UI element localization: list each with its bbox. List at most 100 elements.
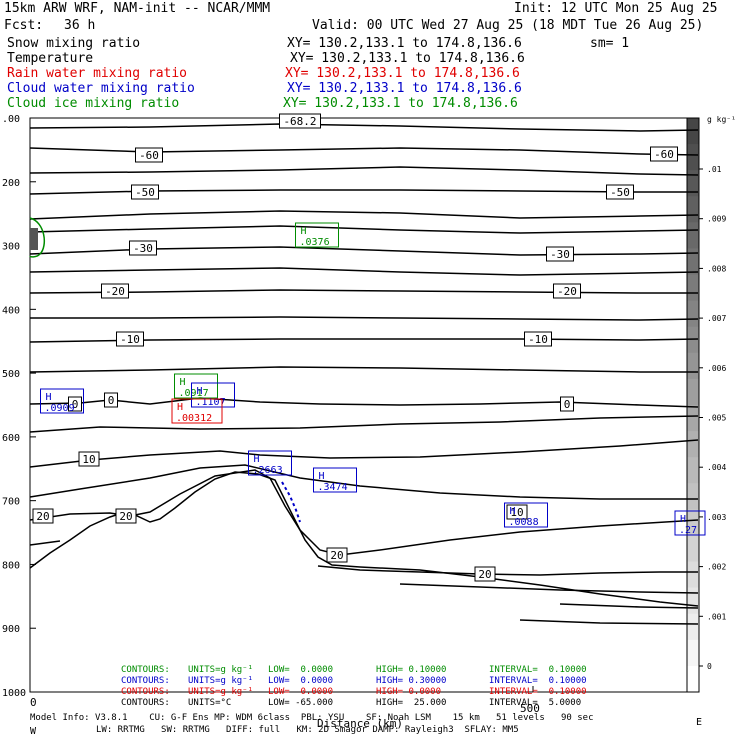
extrema-box <box>171 398 223 424</box>
field-xy-snow: XY= 130.2,133.1 to 174.8,136.6 <box>287 36 522 51</box>
colorbar-frame <box>686 117 700 693</box>
field-xy-rain: XY= 130.2,133.1 to 174.8,136.6 <box>285 66 520 81</box>
contour-label-20: 20 <box>330 549 343 562</box>
contour-neg50 <box>29 189 698 195</box>
extrema-value: .0088 <box>509 517 539 528</box>
colorbar-swatch <box>687 222 699 249</box>
x-end-label-west: W <box>30 726 37 737</box>
x-tick-label: 0 <box>30 696 37 709</box>
extrema-value: .2663 <box>253 465 283 476</box>
extrema-kind: H <box>254 454 260 465</box>
colorbar-label: .009 <box>707 215 726 224</box>
legend-interval: INTERVAL= 0.10000 <box>489 665 587 675</box>
contour-label-10: 10 <box>82 453 95 466</box>
legend-high: HIGH= 25.000 <box>376 698 447 708</box>
colorbar-unit: g kg⁻¹ <box>707 115 736 124</box>
field-xy-cloud-ice: XY= 130.2,133.1 to 174.8,136.6 <box>283 96 518 111</box>
legend-label: CONTOURS: <box>121 687 170 697</box>
extrema-value: .0376 <box>300 237 330 248</box>
colorbar-swatch <box>687 561 699 589</box>
contour-25 <box>29 540 61 546</box>
y-tick-label: 200 <box>2 178 20 189</box>
contour-0 <box>29 397 699 408</box>
colorbar-label: .01 <box>707 165 722 174</box>
cloud-water-streak <box>281 481 301 523</box>
extrema-box <box>40 388 84 414</box>
model-info-line2: LW: RRTMG SW: RRTMG DIFF: full KM: 2D Sm… <box>96 725 519 735</box>
contour-label-neg50-box <box>606 184 634 200</box>
extrema-kind: H <box>177 402 183 413</box>
colorbar-label: 0 <box>707 662 712 671</box>
forecast-hours: 36 h <box>64 18 96 33</box>
contour-label-neg20: -20 <box>105 285 125 298</box>
contour-20b <box>317 565 698 576</box>
legend-low: LOW= 0.0000 <box>268 665 334 675</box>
colorbar-swatch <box>687 352 699 380</box>
y-tick-label: 500 <box>2 369 20 380</box>
legend-units: UNITS=g kg⁻¹ <box>188 687 254 697</box>
contour-label-0-box <box>104 392 118 408</box>
extrema-kind: H <box>510 506 516 517</box>
contour-25b <box>399 583 699 594</box>
colorbar-swatch <box>687 639 699 667</box>
contour-label-0-box <box>68 396 82 412</box>
contour-5 <box>29 415 699 433</box>
contour-label-10-box <box>506 504 528 520</box>
field-name-temperature: Temperature <box>7 51 94 66</box>
contour-label-neg30-box <box>129 240 157 256</box>
colorbar-swatch <box>687 248 699 276</box>
contour-label-neg50-box <box>131 184 159 200</box>
contour-15 <box>29 464 698 500</box>
field-name-snow: Snow mixing ratio <box>7 36 141 51</box>
extrema-box <box>295 222 339 248</box>
contour-neg60 <box>29 147 699 156</box>
legend-units: UNITS=g kg⁻¹ <box>188 665 254 675</box>
contour-neg40 <box>29 210 699 220</box>
field-name-cloud-ice: Cloud ice mixing ratio <box>7 96 180 111</box>
y-tick-label: 600 <box>2 433 20 444</box>
contour-label-10-box <box>78 451 100 467</box>
contour-label-neg10-box <box>116 331 144 347</box>
cloud-ice-contour <box>29 217 46 258</box>
y-tick-label: 700 <box>2 497 20 508</box>
colorbar-swatch <box>687 300 699 328</box>
contour-label-neg60-box <box>650 146 678 162</box>
extrema-kind: H <box>319 471 325 482</box>
contour-label-neg10-box <box>524 331 552 347</box>
colorbar-swatch <box>687 665 699 693</box>
top-contour-label: -68.2 <box>283 115 316 128</box>
legend-units: UNITS=°C <box>188 698 232 708</box>
legend-low: LOW= 0.0000 <box>268 676 334 686</box>
y-tick-label: .00 <box>2 114 20 125</box>
legend-high: HIGH= 0.30000 <box>376 676 447 686</box>
extrema-kind: H <box>301 226 307 237</box>
colorbar-label: .002 <box>707 563 726 572</box>
extrema-box <box>174 373 218 399</box>
extrema-value: .0917 <box>179 388 209 399</box>
contour-label-20-box <box>115 508 137 524</box>
contour-label-neg30: -30 <box>550 248 570 261</box>
extrema-box <box>248 450 292 476</box>
extrema-box <box>674 510 706 536</box>
contour-label-neg30-box <box>546 246 574 262</box>
contour-label-neg60-box <box>135 147 163 163</box>
contour-neg5 <box>29 366 698 373</box>
colorbar-swatch <box>687 613 699 641</box>
x-end-label-east: E <box>696 717 702 728</box>
colorbar-swatch <box>687 170 699 197</box>
legend-label: CONTOURS: <box>121 676 170 686</box>
contour-label-neg20: -20 <box>557 285 577 298</box>
valid-time: Valid: 00 UTC Wed 27 Aug 25 (18 MDT Tue … <box>312 18 704 33</box>
cloud-ice-fill <box>30 228 38 250</box>
legend-high: HIGH= 0.10000 <box>376 665 447 675</box>
terrain-outline <box>29 471 699 607</box>
contour-neg68 <box>29 123 699 132</box>
extrema-box <box>191 382 235 408</box>
contour-label-0: 0 <box>564 398 571 411</box>
colorbar-swatch <box>687 509 699 536</box>
extrema-kind: H <box>197 386 203 397</box>
colorbar-swatch <box>687 196 699 223</box>
extrema-kind: H <box>46 392 52 403</box>
legend-low: LOW= 0.0000 <box>268 687 334 697</box>
extrema-box <box>313 467 357 493</box>
